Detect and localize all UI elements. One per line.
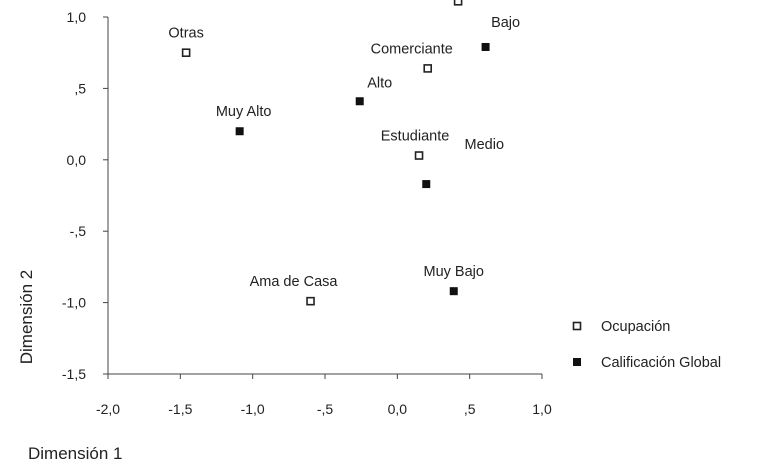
legend-label-calificacion-global: Calificación Global xyxy=(601,355,721,371)
point-medio xyxy=(422,180,431,189)
legend-marker-calificacion-global xyxy=(573,358,581,366)
x-tick-label: -2,0 xyxy=(96,401,120,417)
point-bajo xyxy=(481,42,490,51)
data-points: ProfesionalComercianteOtrasEstudianteAma… xyxy=(168,0,520,306)
point-muy-alto xyxy=(235,127,244,136)
x-axis-title: Dimensión 1 xyxy=(28,444,123,463)
point-alto xyxy=(355,97,364,106)
point-label-bajo: Bajo xyxy=(491,15,520,31)
point-label-ama-de-casa: Ama de Casa xyxy=(250,274,339,290)
y-tick-label: -1,0 xyxy=(62,295,86,311)
y-tick-label: ,5 xyxy=(74,80,86,96)
axes xyxy=(107,17,542,375)
y-tick-label: -,5 xyxy=(70,223,87,239)
point-label-alto: Alto xyxy=(367,75,392,91)
point-label-medio: Medio xyxy=(465,137,505,153)
point-label-comerciante: Comerciante xyxy=(371,41,453,57)
point-comerciante xyxy=(423,64,433,73)
point-label-muy-alto: Muy Alto xyxy=(216,104,272,120)
point-label-otras: Otras xyxy=(168,26,203,42)
point-muy-bajo xyxy=(449,287,458,296)
point-label-muy-bajo: Muy Bajo xyxy=(424,264,484,280)
point-profesional xyxy=(453,0,463,6)
x-tick-label: 0,0 xyxy=(388,401,408,417)
legend-marker-ocupacion xyxy=(572,321,582,331)
point-label-estudiante: Estudiante xyxy=(381,129,450,145)
x-tick-label: -,5 xyxy=(317,401,334,417)
x-tick-label: ,5 xyxy=(464,401,476,417)
y-tick-label: 1,0 xyxy=(67,9,87,25)
y-axis-title: Dimensión 2 xyxy=(17,270,36,365)
legend: Ocupación Calificación Global xyxy=(572,319,721,371)
y-tick-label: -1,5 xyxy=(62,366,86,382)
point-otras xyxy=(181,48,191,58)
point-estudiante xyxy=(414,151,424,160)
y-tick-label: 0,0 xyxy=(67,152,87,168)
x-tick-label: 1,0 xyxy=(532,401,552,417)
tick-marks: -1,5 -1,0 -,5 0,0 ,5 1,0 -2,0 -1,5 -1,0 -,5 0,0 ,5 1… xyxy=(62,9,552,417)
point-ama-de-casa xyxy=(306,296,315,306)
x-tick-label: -1,5 xyxy=(168,401,192,417)
legend-label-ocupacion: Ocupación xyxy=(601,319,670,335)
x-tick-label: -1,0 xyxy=(241,401,265,417)
